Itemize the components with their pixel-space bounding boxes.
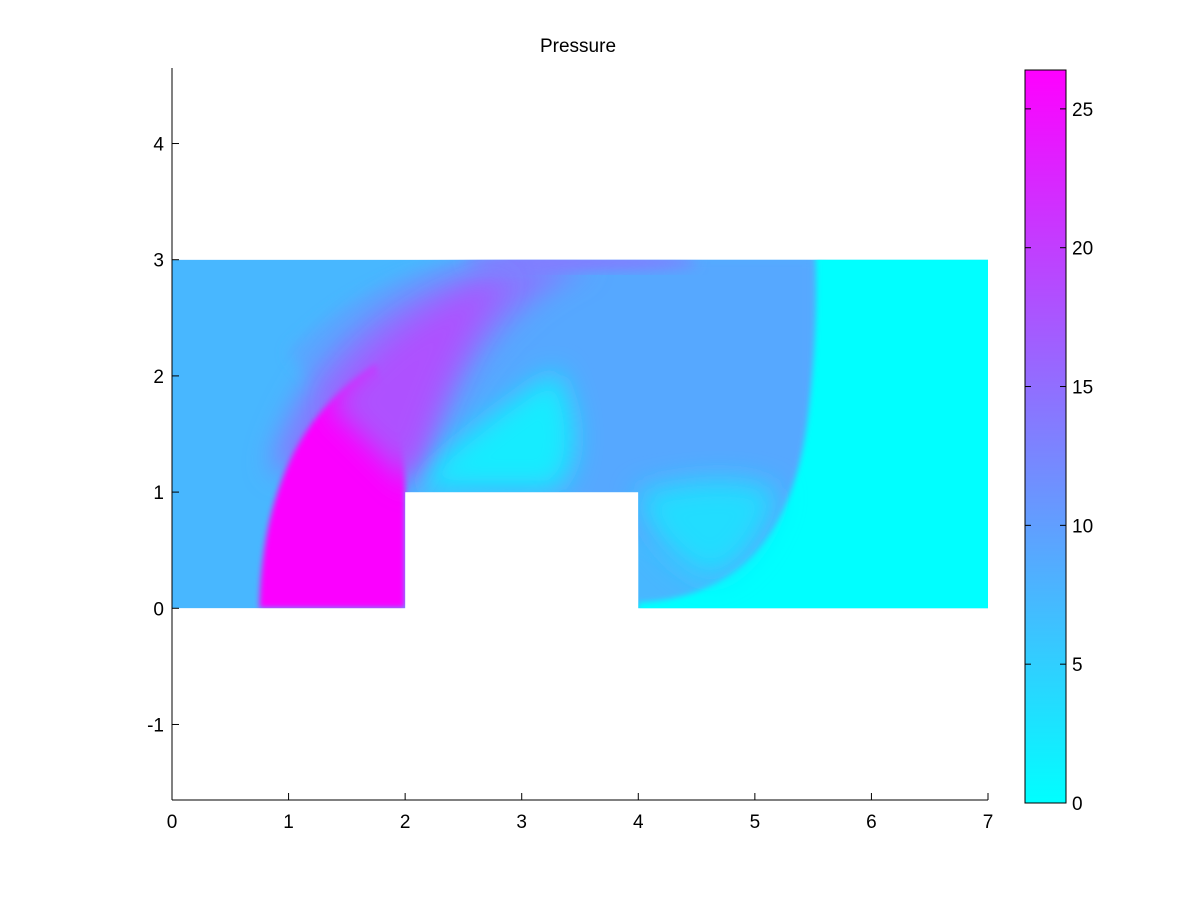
x-tick-label: 0: [167, 812, 178, 833]
x-tick-label: 6: [866, 812, 877, 833]
chart-title: Pressure: [540, 36, 616, 57]
region-downstream: [638, 259, 988, 609]
y-axis-ticks: -1 0 1 2 3 4: [147, 135, 179, 736]
colorbar-tick-label: 0: [1072, 794, 1083, 815]
x-tick-label: 4: [633, 812, 644, 833]
x-tick-label: 7: [983, 812, 994, 833]
colorbar-tick-label: 5: [1072, 655, 1083, 676]
y-tick-label: 3: [153, 251, 164, 272]
colorbar-tick-label: 25: [1072, 100, 1093, 121]
pressure-field: [172, 259, 988, 609]
x-tick-label: 2: [400, 812, 411, 833]
colorbar-tick-label: 10: [1072, 516, 1093, 537]
colorbar-tick-label: 15: [1072, 378, 1093, 399]
colorbar-ticks: 0 5 10 15 20 25: [1025, 100, 1093, 815]
region-corner-low: [405, 370, 575, 490]
y-tick-label: -1: [147, 715, 164, 736]
colorbar: 0 5 10 15 20 25: [1024, 69, 1093, 815]
y-tick-label: 1: [153, 483, 164, 504]
region-arc-blend: [329, 277, 511, 487]
region-step-blend: [638, 480, 779, 580]
region-top-wall: [463, 259, 697, 271]
x-tick-label: 1: [283, 812, 294, 833]
y-tick-label: 2: [153, 367, 164, 388]
colorbar-gradient: [1024, 69, 1067, 804]
axes: [171, 68, 988, 801]
x-tick-label: 5: [750, 812, 761, 833]
y-tick-label: 0: [153, 599, 164, 620]
y-tick-label: 4: [153, 135, 164, 156]
x-axis-ticks: 0 1 2 3 4 5 6 7: [167, 793, 994, 833]
colorbar-tick-label: 20: [1072, 239, 1093, 260]
x-tick-label: 3: [516, 812, 527, 833]
